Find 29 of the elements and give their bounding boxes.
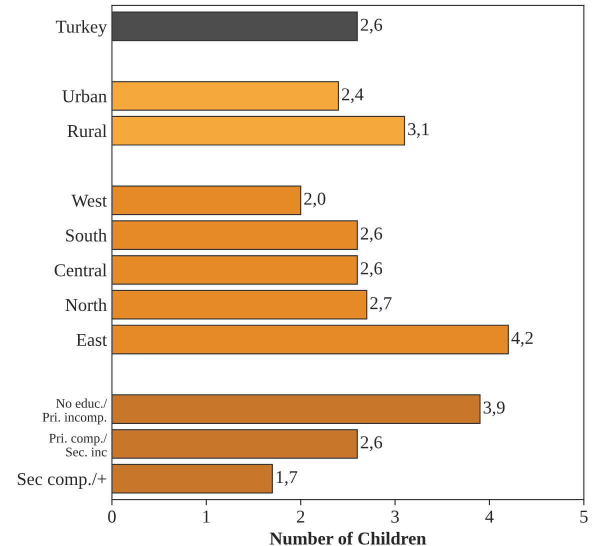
data-label: 1,7 — [276, 471, 298, 486]
data-label: 2,0 — [304, 192, 326, 208]
y-tick-label: Urban — [62, 90, 107, 102]
y-tick-label: Rural — [67, 124, 107, 138]
data-label: 2,7 — [370, 297, 392, 312]
data-label: 2,4 — [342, 88, 364, 104]
y-tick-label: North — [65, 298, 107, 312]
x-tick-label: 4 — [485, 510, 494, 523]
y-tick-label: No educ./ Pri. incomp. — [42, 398, 108, 424]
y-tick-label: Sec comp./+ — [18, 473, 106, 489]
x-tick-label: 0 — [108, 510, 116, 523]
data-label: 2,6 — [360, 18, 382, 34]
data-label: 2,6 — [360, 228, 382, 242]
y-tick-label: East — [76, 334, 107, 346]
x-tick-label: 2 — [296, 510, 304, 523]
y-tick-label: Pri. comp./ Sec. inc — [49, 434, 108, 456]
x-tick-label: 5 — [580, 510, 588, 523]
data-label: 4,2 — [511, 332, 533, 347]
data-label: 2,6 — [360, 262, 382, 278]
x-axis-title: Number of Children — [270, 532, 426, 545]
x-tick-label: 1 — [203, 510, 210, 523]
data-label: 3,9 — [484, 402, 505, 416]
y-tick-label: Central — [54, 264, 107, 276]
x-tick-label: 3 — [391, 510, 399, 523]
data-label: 2,6 — [360, 436, 382, 452]
y-tick-label: South — [66, 228, 107, 242]
data-label: 3,1 — [408, 123, 429, 138]
y-tick-label: West — [71, 194, 107, 207]
y-tick-label: Turkey — [56, 20, 107, 36]
